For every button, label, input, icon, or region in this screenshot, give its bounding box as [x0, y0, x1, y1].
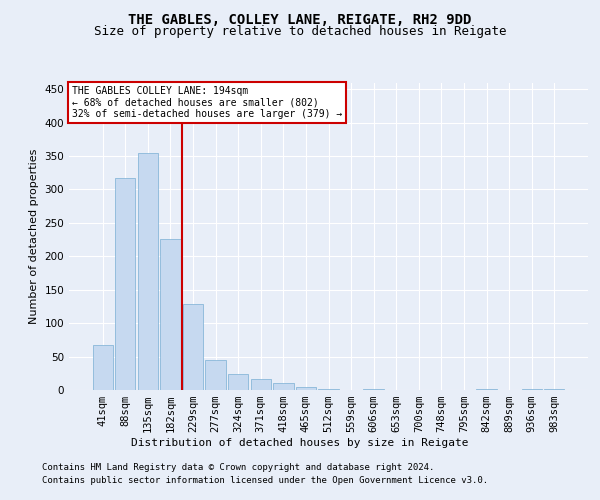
Bar [251, 380, 271, 390]
Bar [160, 239, 181, 390]
Text: Contains public sector information licensed under the Open Government Licence v3: Contains public sector information licen… [42, 476, 488, 485]
Y-axis label: Number of detached properties: Number of detached properties [29, 148, 39, 324]
Bar [92, 344, 113, 390]
Bar [138, 154, 158, 390]
Bar [228, 374, 248, 390]
Text: Distribution of detached houses by size in Reigate: Distribution of detached houses by size … [131, 438, 469, 448]
Bar [273, 382, 293, 390]
Bar [364, 388, 384, 390]
Bar [205, 360, 226, 390]
Bar [183, 304, 203, 390]
Bar [296, 388, 316, 390]
Text: Contains HM Land Registry data © Crown copyright and database right 2024.: Contains HM Land Registry data © Crown c… [42, 464, 434, 472]
Text: THE GABLES, COLLEY LANE, REIGATE, RH2 9DD: THE GABLES, COLLEY LANE, REIGATE, RH2 9D… [128, 12, 472, 26]
Text: THE GABLES COLLEY LANE: 194sqm
← 68% of detached houses are smaller (802)
32% of: THE GABLES COLLEY LANE: 194sqm ← 68% of … [71, 86, 342, 119]
Text: Size of property relative to detached houses in Reigate: Size of property relative to detached ho… [94, 25, 506, 38]
Bar [115, 178, 136, 390]
Bar [319, 388, 338, 390]
